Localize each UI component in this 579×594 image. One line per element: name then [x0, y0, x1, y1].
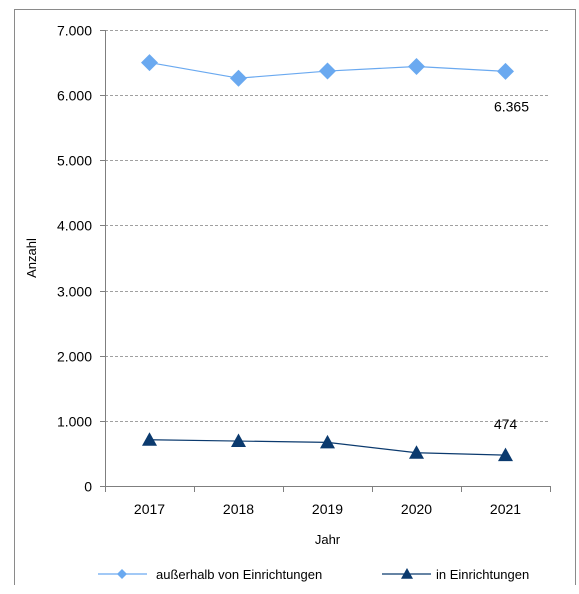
y-tick-label: 1.000	[57, 414, 92, 430]
y-tick-label: 5.000	[57, 153, 92, 169]
data-point	[141, 54, 158, 72]
data-point	[320, 434, 335, 449]
y-axis-title: Anzahl	[24, 238, 39, 278]
data-labels: 6.365 474	[494, 98, 529, 432]
data-point	[319, 62, 336, 80]
legend-marker	[117, 569, 127, 579]
y-tick-label: 2.000	[57, 349, 92, 365]
legend-entry: in Einrichtungen	[382, 567, 529, 582]
axes: 0 1.000 2.000 3.000 4.000 5.000 6.000 7.000 2017…	[24, 23, 551, 547]
legend: außerhalb von Einrichtungen in Einrichtun…	[98, 567, 529, 582]
y-tick-label: 4.000	[57, 218, 92, 234]
data-point	[142, 432, 157, 446]
data-point	[497, 62, 514, 80]
legend-label: außerhalb von Einrichtungen	[156, 567, 322, 582]
data-point	[498, 447, 513, 462]
x-tick-label: 2017	[134, 501, 165, 517]
y-tick-label: 3.000	[57, 284, 92, 300]
series-layer	[141, 54, 514, 462]
legend-marker	[401, 568, 413, 579]
x-tick-label: 2020	[401, 501, 432, 517]
chart-frame	[14, 9, 576, 585]
grid-lines	[105, 30, 550, 422]
y-tick-label: 6.000	[57, 88, 92, 104]
data-label: 474	[494, 416, 518, 432]
legend-entry: außerhalb von Einrichtungen	[98, 567, 322, 582]
data-point	[409, 445, 424, 459]
x-axis-title: Jahr	[315, 532, 341, 547]
series-1	[142, 432, 513, 462]
x-tick-label: 2021	[490, 501, 521, 517]
y-tick-label: 0	[84, 479, 92, 495]
legend-label: in Einrichtungen	[436, 567, 529, 582]
series-0	[141, 54, 514, 87]
x-tick-label: 2019	[312, 501, 343, 517]
data-point	[408, 57, 425, 75]
data-point	[230, 69, 247, 87]
data-point	[231, 433, 246, 448]
data-label: 6.365	[494, 98, 529, 114]
y-tick-label: 7.000	[57, 23, 92, 39]
x-tick-label: 2018	[223, 501, 254, 517]
